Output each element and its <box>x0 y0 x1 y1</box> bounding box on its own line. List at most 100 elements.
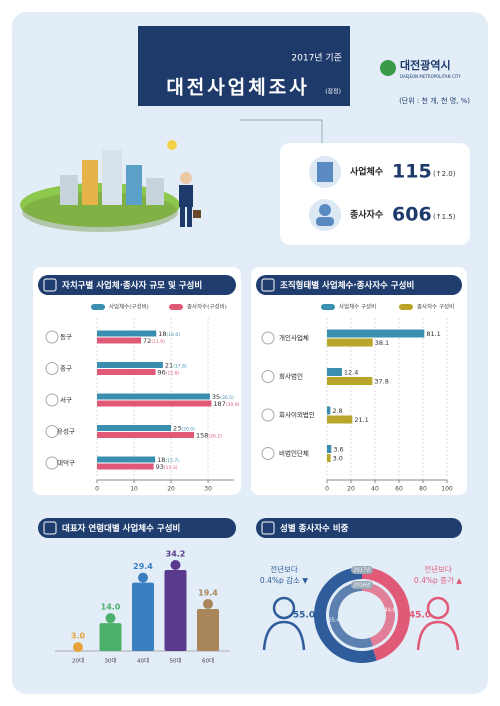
bar <box>327 415 353 424</box>
share-label: (17.8) <box>173 363 187 369</box>
share-label: 37.8 <box>374 378 388 386</box>
title: 대전사업체조사 <box>166 77 309 99</box>
share-label: 38.1 <box>375 339 389 347</box>
title-icon <box>261 278 275 292</box>
value-label: 3.6 <box>333 446 343 454</box>
ring-tag <box>351 581 373 589</box>
bar <box>327 406 331 415</box>
chart-title: 대표자 연령대별 사업체수 구성비 <box>62 523 180 534</box>
header-box <box>138 26 350 106</box>
ring-tag <box>351 566 373 574</box>
summary-value: 115 <box>392 161 432 183</box>
figure-bar <box>99 623 122 651</box>
summary-box <box>280 143 470 245</box>
x-tick-label: 10 <box>130 486 138 493</box>
x-tick-label: 80 <box>419 486 427 493</box>
category-label: 비법인단체 <box>279 449 309 458</box>
count-label: 187 <box>213 400 225 408</box>
bar <box>97 330 157 337</box>
donut-segment <box>362 582 396 647</box>
summary-label: 사업체수 <box>350 166 383 178</box>
building <box>126 165 142 205</box>
title-bar <box>256 275 462 295</box>
annotation: 0.4%p 증가 ▲ <box>414 576 462 585</box>
logo-mark <box>380 60 396 76</box>
count-label: 35 <box>212 393 220 401</box>
share-label: 3.0 <box>333 455 343 463</box>
title-icon <box>261 521 275 535</box>
value-label: 55.0 <box>293 611 315 621</box>
share-label: (15.7) <box>165 458 179 464</box>
person-body <box>179 185 193 207</box>
category-icon <box>45 425 59 438</box>
figure-head <box>170 560 181 570</box>
building <box>146 178 164 205</box>
building <box>102 150 122 205</box>
category-icon <box>261 370 275 383</box>
title-bar <box>38 518 236 538</box>
category-label: 동구 <box>60 333 72 341</box>
bar <box>97 432 195 438</box>
bar <box>97 463 154 470</box>
x-label: 40대 <box>137 657 149 665</box>
value-label: 14.0 <box>101 603 121 612</box>
summary-value: 606 <box>392 204 432 226</box>
legend-label: 종사자수(구성비) <box>187 303 227 311</box>
share-label: (15.3) <box>164 465 178 471</box>
value-label: 158(26.2) <box>196 432 222 440</box>
summary-change: (↑2.0) <box>433 170 456 178</box>
category-label: 개인사업체 <box>279 333 309 342</box>
bar <box>97 456 156 463</box>
person-leg <box>180 207 185 227</box>
count-label: 72 <box>143 337 151 345</box>
count-label: 23 <box>173 425 181 433</box>
value-label: 38.1 <box>375 339 389 347</box>
figure-bar <box>197 608 219 651</box>
x-label: 60대 <box>202 657 214 665</box>
count-label: 21 <box>165 362 173 370</box>
value-label: 2.8 <box>332 407 342 415</box>
category-icon <box>45 393 59 407</box>
annotation: 전년보다 <box>270 564 298 574</box>
bar <box>97 393 210 400</box>
share-label: (15.8) <box>166 370 180 376</box>
x-tick-label: 0 <box>325 486 329 493</box>
bar <box>97 425 172 431</box>
category-icon <box>45 330 59 344</box>
annotation: 전년보다 <box>424 564 452 574</box>
value-label: 29.4 <box>133 562 153 571</box>
category-label: 회사법인 <box>279 372 303 381</box>
value-label: 45.0 <box>409 611 431 621</box>
person-head <box>180 172 192 184</box>
bar <box>327 454 331 462</box>
legend-label: 사업체수 구성비 <box>339 303 376 311</box>
value-label: 81.1 <box>426 330 440 338</box>
bar <box>97 369 156 375</box>
share-label: 21.1 <box>354 416 368 424</box>
x-tick-label: 30 <box>204 486 212 493</box>
share-label: 12.4 <box>344 369 358 377</box>
illustration <box>20 119 323 232</box>
person-body <box>416 620 460 651</box>
ring-label: 2017년 <box>353 567 371 574</box>
share-label: (30.5) <box>220 395 234 401</box>
category-icon <box>261 331 275 345</box>
value-label: 187(30.9) <box>213 400 239 408</box>
title-bar <box>38 275 236 295</box>
bar <box>327 445 332 453</box>
figure-head <box>138 572 148 583</box>
legend-label: 사업체수(구성비) <box>109 303 149 311</box>
year: 2017년 기준 <box>291 53 342 64</box>
figure-head <box>73 642 83 653</box>
chart-title: 자치구별 사업체·종사자 규모 및 구성비 <box>62 280 202 291</box>
value-label: 21(17.8) <box>165 362 187 370</box>
category-label: 대덕구 <box>57 458 75 467</box>
value-label: 37.8 <box>374 378 388 386</box>
value-label: 55.4 <box>328 617 339 623</box>
value-label: 44.6 <box>385 608 396 614</box>
building <box>82 160 98 205</box>
value-label: 21.1 <box>354 416 368 424</box>
bar <box>97 362 163 368</box>
bulb <box>167 140 177 150</box>
